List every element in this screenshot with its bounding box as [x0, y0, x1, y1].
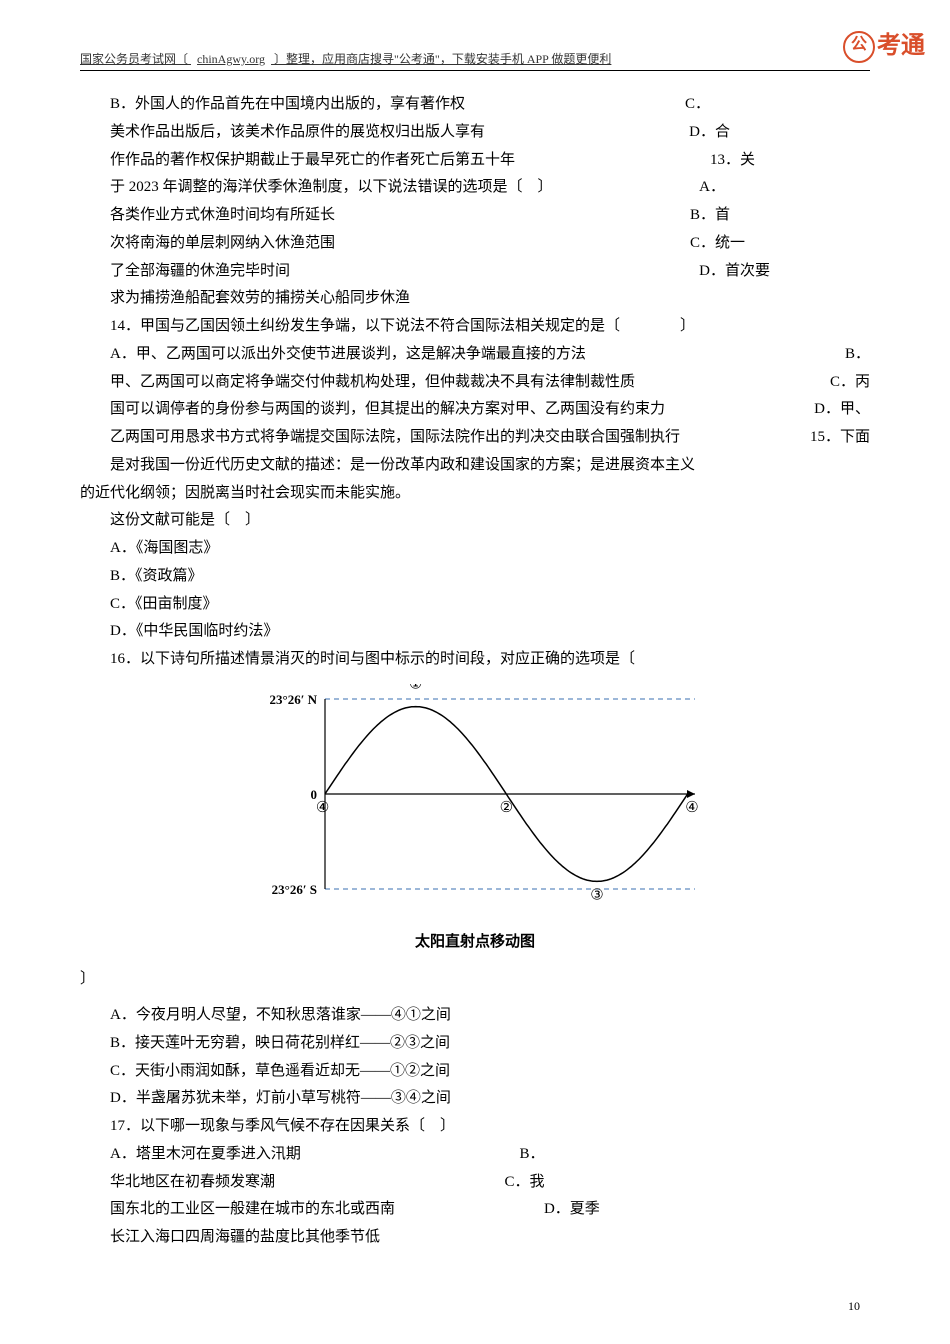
q12-optB-row: B．外国人的作品首先在中国境内出版的，享有著作权 C． — [80, 91, 870, 119]
svg-text:23°26′ N: 23°26′ N — [270, 692, 318, 707]
q12-optC-row: 美术作品出版后，该美术作品原件的展览权归出版人享有 D．合 — [80, 119, 870, 147]
q13-optA-marker: A． — [699, 174, 870, 202]
sun-chart-svg: 23°26′ N023°26′ S①②③④④ — [235, 684, 715, 914]
q13-optC-marker: C．统一 — [690, 230, 870, 258]
chart-caption: 太阳直射点移动图 — [80, 929, 870, 957]
q17-optB-text: 华北地区在初春频发寒潮 — [110, 1169, 275, 1197]
q15-stem-line2: 是对我国一份近代历史文献的描述：是一份改革内政和建设国家的方案；是进展资本主义 — [80, 452, 870, 480]
brand-logo: 公考通 — [843, 25, 925, 63]
q14-optB-marker: B． — [845, 341, 870, 369]
header-suffix: 〕整理，应用商店搜寻"公考通"，下载安装手机 APP 做题更便利 — [274, 52, 611, 66]
q15-stem-prefix: 15．下面 — [810, 424, 870, 452]
sun-chart: 23°26′ N023°26′ S①②③④④ 太阳直射点移动图 — [80, 684, 870, 957]
q17-optC-marker: C．我 — [504, 1169, 544, 1197]
q17-optA-row: A．塔里木河在夏季进入汛期 B． — [80, 1141, 545, 1169]
q14-optC-marker: C．丙 — [830, 369, 870, 397]
q13-optC-text: 了全部海疆的休渔完毕时间 — [110, 258, 290, 286]
q17-optA: A．塔里木河在夏季进入汛期 — [110, 1141, 301, 1169]
q17-optC-row: 国东北的工业区一般建在城市的东北或西南 D．夏季 — [80, 1196, 600, 1224]
q13-optA-text: 各类作业方式休渔时间均有所延长 — [110, 202, 335, 230]
q14-optA-row: A．甲、乙两国可以派出外交使节进展谈判，这是解决争端最直接的方法 B． — [80, 341, 870, 369]
q13-stem-prefix: 13．关 — [710, 147, 870, 175]
q16-stem-close: 〕 — [80, 966, 870, 994]
q13-optC-row: 了全部海疆的休渔完毕时间 D．首次要 — [80, 258, 870, 286]
q15-optA: A．《海国图志》 — [80, 535, 870, 563]
q16-stem: 16．以下诗句所描述情景消灭的时间与图中标示的时间段，对应正确的选项是〔 — [80, 646, 870, 674]
q16-optC: C．天街小雨润如酥，草色遥看近却无——①②之间 — [80, 1058, 870, 1086]
q16-optB: B．接天莲叶无穷碧，映日荷花别样红——②③之间 — [80, 1030, 870, 1058]
q13-optA-row: 各类作业方式休渔时间均有所延长 B．首 — [80, 202, 870, 230]
q14-optC-text: 国可以调停者的身份参与两国的谈判，但其提出的解决方案对甲、乙两国没有约束力 — [110, 396, 665, 424]
q13-optD-marker: D．首次要 — [699, 258, 870, 286]
logo-text: 考通 — [877, 33, 925, 59]
q13-optB-marker: B．首 — [690, 202, 870, 230]
q12-optB: B．外国人的作品首先在中国境内出版的，享有著作权 — [110, 91, 465, 119]
page-header: 国家公务员考试网〔 chinAgwy.org 〕整理，应用商店搜寻"公考通"，下… — [80, 50, 870, 71]
q15-optC: C．《田亩制度》 — [80, 591, 870, 619]
q17-optB-marker: B． — [519, 1141, 544, 1169]
svg-text:②: ② — [500, 800, 513, 816]
q12-optD-row: 作作品的著作权保护期截止于最早死亡的作者死亡后第五十年 13．关 — [80, 147, 870, 175]
q12-optC-text: 美术作品出版后，该美术作品原件的展览权归出版人享有 — [110, 119, 485, 147]
q17-optD-text: 长江入海口四周海疆的盐度比其他季节低 — [110, 1229, 380, 1245]
q12-optD-text: 作作品的著作权保护期截止于最早死亡的作者死亡后第五十年 — [110, 147, 515, 175]
q13-optD-text: 求为捕捞渔船配套效劳的捕捞关心船同步休渔 — [110, 290, 410, 306]
svg-text:④: ④ — [685, 800, 698, 816]
q16-optA: A．今夜月明人尽望，不知秋思落谁家——④①之间 — [80, 1002, 870, 1030]
q17-optC-text: 国东北的工业区一般建在城市的东北或西南 — [110, 1196, 395, 1224]
q14-optA: A．甲、乙两国可以派出外交使节进展谈判，这是解决争端最直接的方法 — [110, 341, 586, 369]
q17-optD-row: 长江入海口四周海疆的盐度比其他季节低 — [80, 1224, 870, 1252]
q12-optD-marker: D．合 — [689, 119, 870, 147]
q14-stem: 14．甲国与乙国因领土纠纷发生争端，以下说法不符合国际法相关规定的是〔 〕 — [80, 313, 870, 341]
q14-optD-marker: D．甲、 — [814, 396, 870, 424]
svg-text:①: ① — [409, 684, 422, 693]
q16-optD: D．半盏屠苏犹未举，灯前小草写桃符——③④之间 — [80, 1085, 870, 1113]
main-content: B．外国人的作品首先在中国境内出版的，享有著作权 C． 美术作品出版后，该美术作… — [80, 91, 870, 1252]
q13-optB-text: 次将南海的单层刺网纳入休渔范围 — [110, 230, 335, 258]
q13-optB-row: 次将南海的单层刺网纳入休渔范围 C．统一 — [80, 230, 870, 258]
q15-stem-line3: 的近代化纲领；因脱离当时社会现实而未能实施。 — [80, 480, 870, 508]
q14-optB-row: 甲、乙两国可以商定将争端交付仲裁机构处理，但仲裁裁决不具有法律制裁性质 C．丙 — [80, 369, 870, 397]
header-prefix: 国家公务员考试网〔 — [80, 52, 188, 66]
q17-optB-row: 华北地区在初春频发寒潮 C．我 — [80, 1169, 545, 1197]
svg-text:23°26′ S: 23°26′ S — [272, 882, 317, 897]
header-link: chinAgwy.org — [191, 52, 271, 66]
q14-optD-row: 乙两国可用恳求书方式将争端提交国际法院，国际法院作出的判决交由联合国强制执行 1… — [80, 424, 870, 452]
q15-qline: 这份文献可能是〔 〕 — [80, 507, 870, 535]
q17-stem: 17．以下哪一现象与季风气候不存在因果关系〔 〕 — [80, 1113, 870, 1141]
q14-optB-text: 甲、乙两国可以商定将争端交付仲裁机构处理，但仲裁裁决不具有法律制裁性质 — [110, 369, 635, 397]
page: 国家公务员考试网〔 chinAgwy.org 〕整理，应用商店搜寻"公考通"，下… — [0, 0, 950, 1344]
q14-optC-row: 国可以调停者的身份参与两国的谈判，但其提出的解决方案对甲、乙两国没有约束力 D．… — [80, 396, 870, 424]
q13-stem-row: 于 2023 年调整的海洋伏季休渔制度，以下说法错误的选项是〔 〕 A． — [80, 174, 870, 202]
q13-optD-row: 求为捕捞渔船配套效劳的捕捞关心船同步休渔 — [80, 285, 870, 313]
q17-optD-marker: D．夏季 — [544, 1196, 600, 1224]
q15-optD: D．《中华民国临时约法》 — [80, 618, 870, 646]
q13-stem-line2: 于 2023 年调整的海洋伏季休渔制度，以下说法错误的选项是〔 〕 — [110, 174, 553, 202]
q12-optC-marker: C． — [685, 91, 870, 119]
svg-text:③: ③ — [590, 887, 603, 903]
page-number: 10 — [848, 1299, 860, 1314]
logo-icon: 公 — [843, 31, 875, 63]
q15-optB: B．《资政篇》 — [80, 563, 870, 591]
q14-optD-text: 乙两国可用恳求书方式将争端提交国际法院，国际法院作出的判决交由联合国强制执行 — [110, 424, 680, 452]
header-text: 国家公务员考试网〔 chinAgwy.org 〕整理，应用商店搜寻"公考通"，下… — [80, 52, 611, 66]
svg-text:④: ④ — [316, 800, 329, 816]
